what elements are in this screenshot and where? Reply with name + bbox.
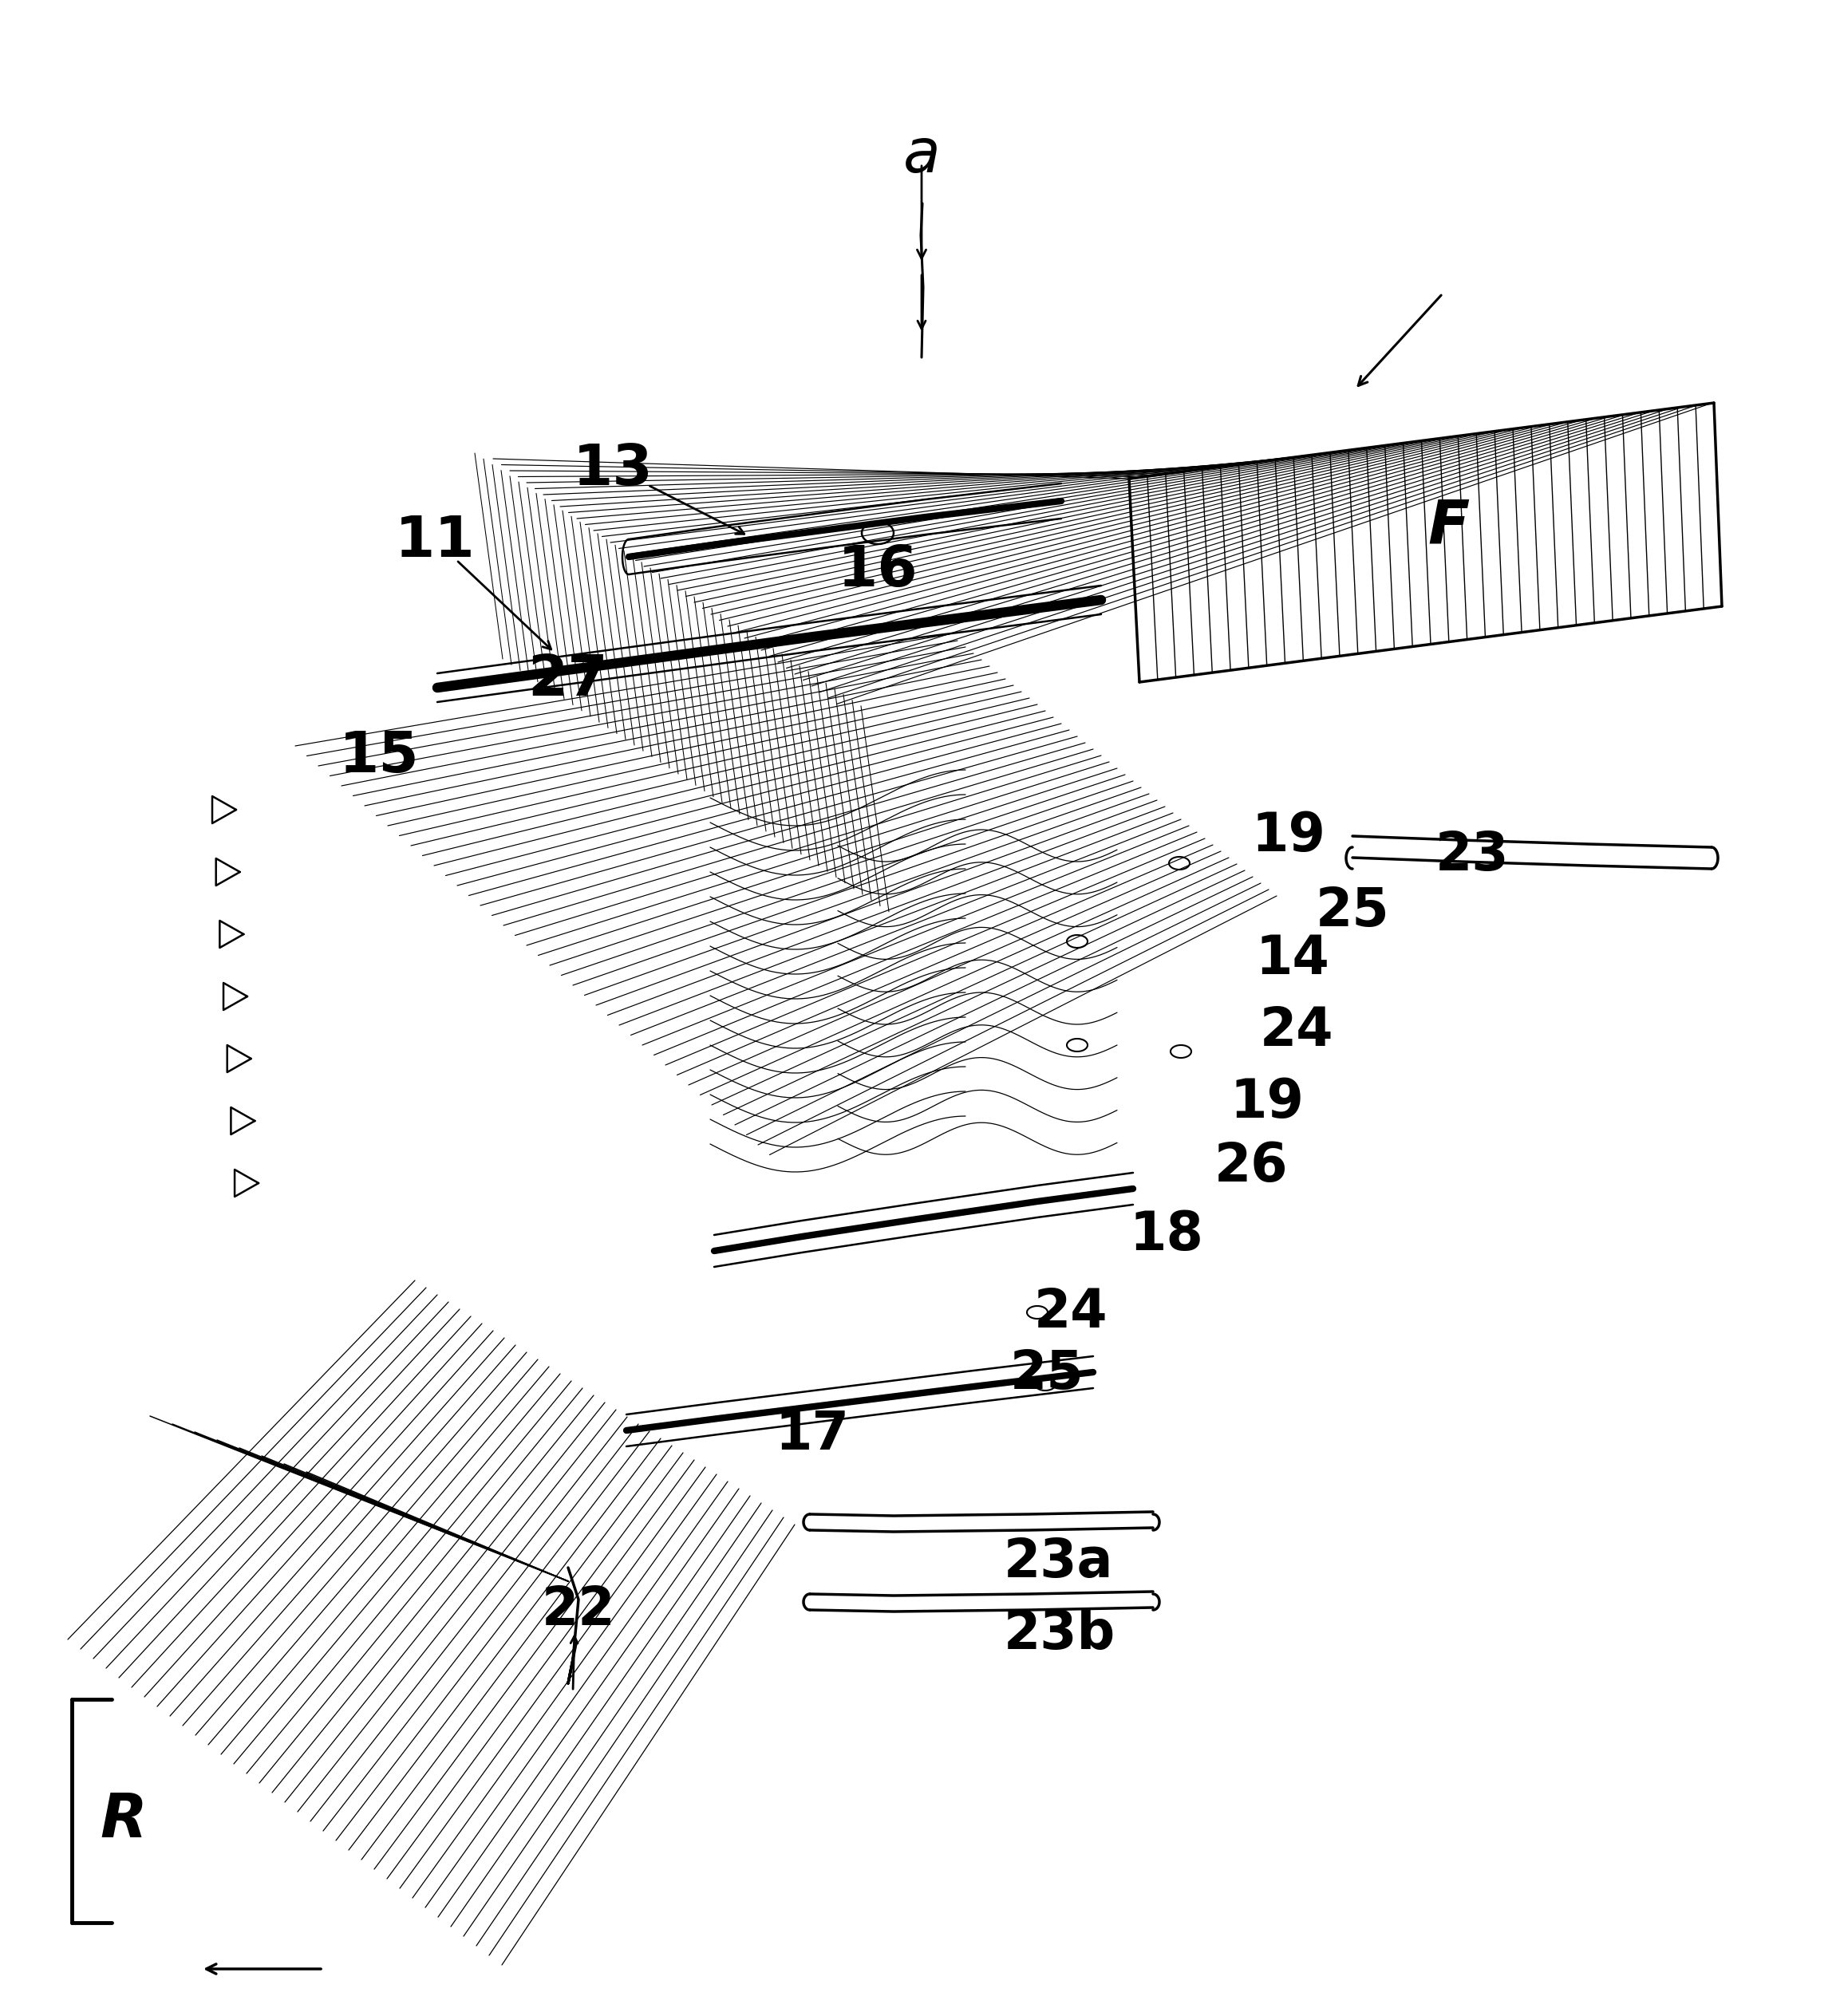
Text: 19: 19 (1251, 810, 1325, 863)
Text: 17: 17 (775, 1407, 850, 1462)
Text: 14: 14 (1255, 933, 1330, 986)
Text: 24: 24 (1260, 1004, 1334, 1056)
Text: 24: 24 (1034, 1286, 1108, 1339)
Text: 25: 25 (1316, 885, 1389, 937)
Text: 27: 27 (528, 653, 609, 708)
Text: 23b: 23b (1005, 1607, 1115, 1661)
Text: F: F (1428, 498, 1468, 556)
Text: 15: 15 (339, 728, 420, 784)
Text: 18: 18 (1130, 1210, 1203, 1262)
Text: 23: 23 (1435, 829, 1509, 881)
Text: 25: 25 (1010, 1347, 1084, 1399)
Text: 13: 13 (572, 442, 653, 496)
Text: 22: 22 (541, 1585, 615, 1637)
Text: 11: 11 (394, 514, 475, 569)
Text: 16: 16 (837, 542, 918, 599)
Text: a: a (903, 127, 940, 185)
Text: 26: 26 (1214, 1139, 1288, 1193)
Text: 23a: 23a (1005, 1536, 1113, 1589)
Text: R: R (99, 1790, 147, 1851)
Text: 19: 19 (1231, 1077, 1305, 1129)
